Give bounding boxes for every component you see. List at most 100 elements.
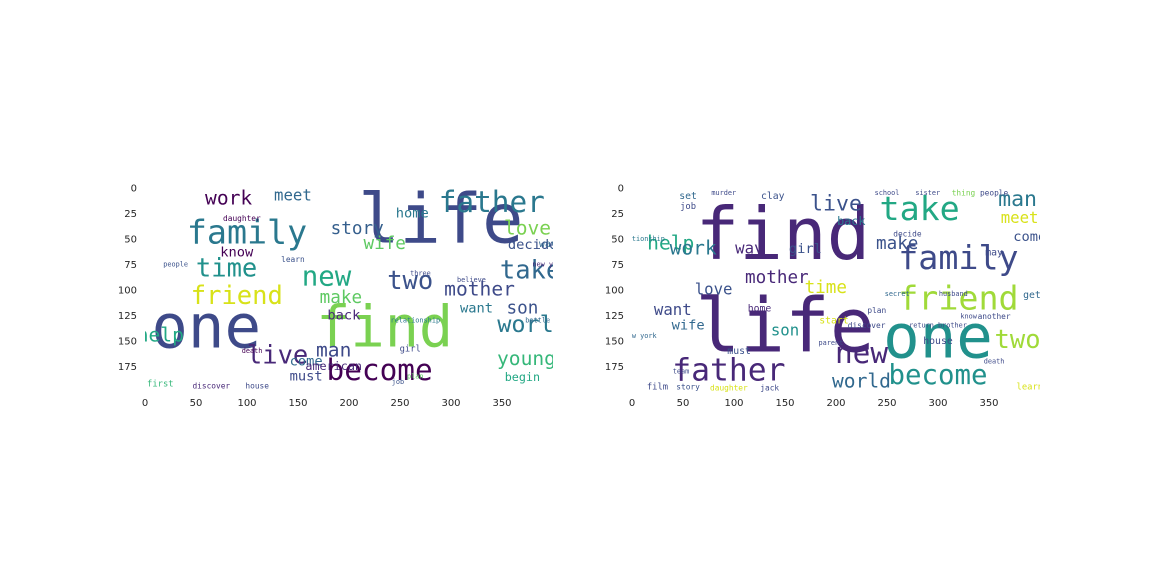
y-tick-label: 75: [611, 260, 624, 271]
x-tick-label: 250: [390, 398, 409, 409]
word: way: [735, 239, 763, 258]
word: new: [302, 261, 352, 292]
y-tick-label: 75: [124, 260, 137, 271]
word: job: [680, 202, 696, 212]
word: mother: [444, 278, 515, 301]
x-tick-label: 150: [775, 398, 794, 409]
word: back: [837, 214, 865, 228]
x-tick-label: 350: [979, 398, 998, 409]
x-tick-label: 50: [190, 398, 203, 409]
y-tick-label: 125: [118, 311, 137, 322]
word: make: [876, 234, 918, 254]
word: friend: [191, 281, 283, 311]
word: girl: [789, 241, 822, 257]
word: begin: [505, 370, 540, 384]
word-layer: life one find family father become time newfrie…: [137, 185, 568, 390]
y-tick-label: 150: [605, 337, 624, 348]
word: two: [995, 325, 1041, 355]
x-tick-label: 0: [629, 398, 635, 409]
y-tick-label: 175: [605, 362, 624, 373]
word: decide: [893, 229, 922, 238]
word: become: [327, 353, 433, 387]
x-tick-label: 300: [928, 398, 947, 409]
word: family: [187, 212, 307, 251]
word: come: [1013, 229, 1046, 245]
word: story: [331, 219, 384, 239]
word: secret: [885, 290, 910, 298]
y-tick-label: 25: [124, 209, 137, 220]
word: plan: [407, 373, 424, 381]
word: come: [290, 353, 323, 369]
word: know: [960, 313, 977, 321]
word: believe: [457, 276, 486, 284]
word: time: [196, 254, 257, 284]
word: sister: [915, 189, 940, 197]
word: people: [163, 261, 188, 269]
word: house: [923, 336, 953, 347]
word: work: [205, 187, 252, 210]
word: time: [805, 278, 847, 298]
word: world: [832, 369, 891, 392]
word: return brother: [909, 322, 967, 330]
word: discover: [848, 321, 886, 330]
word: daughter: [710, 383, 748, 392]
word: house: [245, 381, 269, 390]
word: wife: [672, 318, 705, 334]
x-tick-label: 300: [441, 398, 460, 409]
word: plan: [867, 306, 886, 315]
word: love: [695, 280, 733, 299]
word: father: [672, 353, 785, 389]
word: clay: [761, 191, 785, 202]
word: murder: [711, 189, 736, 197]
y-tick-label: 25: [611, 209, 624, 220]
word: friend: [898, 279, 1018, 318]
y-tick-label: 175: [118, 362, 137, 373]
word: world: [497, 310, 568, 338]
word: decide: [508, 237, 558, 253]
word: home: [396, 206, 429, 222]
y-tick-label: 100: [605, 286, 624, 297]
y-tick-label: 50: [611, 235, 624, 246]
plot-area: [632, 188, 1040, 392]
word: film: [647, 382, 668, 392]
word: three: [410, 270, 431, 278]
word: love: [504, 216, 551, 239]
word: death: [242, 347, 263, 355]
word: new york: [532, 261, 566, 269]
word: family: [898, 238, 1018, 277]
word: want: [460, 300, 493, 316]
word: learn: [281, 255, 305, 264]
word: may: [985, 247, 1003, 258]
word: meet: [1001, 208, 1039, 227]
word: son: [506, 298, 538, 318]
word: school: [875, 189, 900, 197]
word: discover: [192, 381, 230, 390]
word: become: [888, 360, 987, 391]
word: man: [316, 339, 351, 362]
word: help: [137, 323, 184, 346]
word: take: [880, 189, 960, 228]
word: father: [439, 185, 545, 219]
word: husband: [939, 290, 968, 298]
word: relationship: [391, 317, 441, 325]
plot-area: [145, 188, 553, 392]
word: home: [748, 303, 772, 314]
y-tick-label: 100: [118, 286, 137, 297]
y-tick-label: 0: [618, 184, 624, 195]
word: must: [290, 369, 323, 385]
word: daughter: [223, 214, 261, 223]
word: team: [673, 368, 690, 376]
word: set: [679, 191, 697, 202]
word: take: [500, 256, 561, 286]
y-tick-label: 125: [605, 311, 624, 322]
word: back: [327, 308, 361, 324]
x-tick-label: 100: [724, 398, 743, 409]
word: work: [670, 237, 717, 260]
word: new: [835, 336, 888, 370]
word: people: [980, 189, 1009, 198]
word: american: [305, 359, 362, 373]
word: jack: [760, 383, 779, 392]
